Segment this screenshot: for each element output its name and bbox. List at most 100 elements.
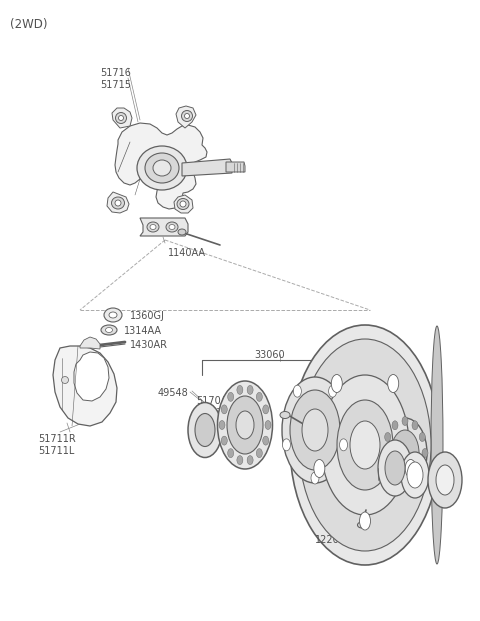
Ellipse shape <box>236 411 254 439</box>
Ellipse shape <box>392 421 398 430</box>
Ellipse shape <box>119 116 123 120</box>
Ellipse shape <box>331 374 342 392</box>
Ellipse shape <box>383 418 427 488</box>
Ellipse shape <box>293 385 301 397</box>
Ellipse shape <box>280 412 290 419</box>
Ellipse shape <box>247 456 253 465</box>
Ellipse shape <box>420 465 425 473</box>
Text: 33060: 33060 <box>255 350 285 360</box>
Polygon shape <box>226 162 245 172</box>
Ellipse shape <box>221 436 227 445</box>
Ellipse shape <box>263 436 269 445</box>
Text: 51711R: 51711R <box>38 434 76 444</box>
Ellipse shape <box>384 432 391 442</box>
Ellipse shape <box>219 420 225 430</box>
Text: 51712: 51712 <box>292 394 323 404</box>
Ellipse shape <box>101 325 117 335</box>
Ellipse shape <box>384 465 391 473</box>
Ellipse shape <box>137 146 187 190</box>
Polygon shape <box>140 218 188 236</box>
Ellipse shape <box>104 308 122 322</box>
Ellipse shape <box>263 405 269 414</box>
Ellipse shape <box>150 225 156 230</box>
Ellipse shape <box>422 448 428 458</box>
Ellipse shape <box>228 392 234 401</box>
Ellipse shape <box>436 465 454 495</box>
Ellipse shape <box>401 452 429 498</box>
Ellipse shape <box>195 414 215 446</box>
Ellipse shape <box>115 200 121 206</box>
Ellipse shape <box>178 229 186 235</box>
Ellipse shape <box>350 421 380 469</box>
Text: (2WD): (2WD) <box>10 18 48 31</box>
Ellipse shape <box>177 199 189 209</box>
Polygon shape <box>182 159 232 176</box>
Ellipse shape <box>153 160 171 176</box>
Ellipse shape <box>181 111 192 122</box>
Text: 43683A: 43683A <box>375 395 412 405</box>
Ellipse shape <box>237 386 243 394</box>
Text: c: c <box>317 420 320 425</box>
Ellipse shape <box>392 476 398 485</box>
Polygon shape <box>112 108 132 128</box>
Ellipse shape <box>358 522 367 528</box>
Ellipse shape <box>145 153 179 183</box>
Ellipse shape <box>109 312 117 318</box>
Ellipse shape <box>247 386 253 394</box>
Ellipse shape <box>184 114 190 119</box>
Text: c: c <box>324 479 327 484</box>
Ellipse shape <box>228 448 234 458</box>
Ellipse shape <box>329 385 336 397</box>
Text: 51716: 51716 <box>100 68 131 78</box>
Ellipse shape <box>166 222 178 232</box>
Text: 51715: 51715 <box>100 80 131 90</box>
Text: 51711L: 51711L <box>38 446 74 456</box>
Ellipse shape <box>180 201 186 207</box>
Text: 5170AK: 5170AK <box>196 396 234 406</box>
Polygon shape <box>80 337 100 349</box>
Ellipse shape <box>431 326 443 564</box>
Ellipse shape <box>282 377 348 483</box>
Ellipse shape <box>221 405 227 414</box>
Ellipse shape <box>169 225 175 230</box>
Ellipse shape <box>339 439 348 451</box>
Polygon shape <box>74 352 109 401</box>
Ellipse shape <box>412 421 418 430</box>
Ellipse shape <box>256 448 263 458</box>
Ellipse shape <box>311 472 319 484</box>
Ellipse shape <box>321 375 409 515</box>
Ellipse shape <box>290 390 340 470</box>
Polygon shape <box>115 123 207 209</box>
Polygon shape <box>53 346 117 426</box>
Ellipse shape <box>106 327 112 332</box>
Ellipse shape <box>299 339 431 551</box>
Ellipse shape <box>147 222 159 232</box>
Ellipse shape <box>302 409 328 451</box>
Ellipse shape <box>391 430 419 476</box>
Text: c: c <box>332 398 335 404</box>
Ellipse shape <box>282 439 290 451</box>
Text: c: c <box>351 396 355 401</box>
Text: 12203: 12203 <box>314 535 346 545</box>
Ellipse shape <box>407 462 423 488</box>
Ellipse shape <box>428 452 462 508</box>
Text: 1430AR: 1430AR <box>130 340 168 350</box>
Ellipse shape <box>388 374 399 392</box>
Text: 51746: 51746 <box>430 472 461 482</box>
Text: c: c <box>368 414 371 419</box>
Text: c: c <box>314 451 317 456</box>
Polygon shape <box>174 195 193 213</box>
Polygon shape <box>107 192 129 213</box>
Ellipse shape <box>337 400 393 490</box>
Ellipse shape <box>265 420 271 430</box>
Ellipse shape <box>61 376 69 384</box>
Ellipse shape <box>116 112 127 124</box>
Text: c: c <box>342 491 345 496</box>
Ellipse shape <box>227 396 263 454</box>
Text: 1314AA: 1314AA <box>124 326 162 336</box>
Ellipse shape <box>405 460 416 478</box>
Ellipse shape <box>402 417 408 425</box>
Ellipse shape <box>412 476 418 485</box>
Ellipse shape <box>382 448 388 458</box>
Ellipse shape <box>314 460 325 478</box>
